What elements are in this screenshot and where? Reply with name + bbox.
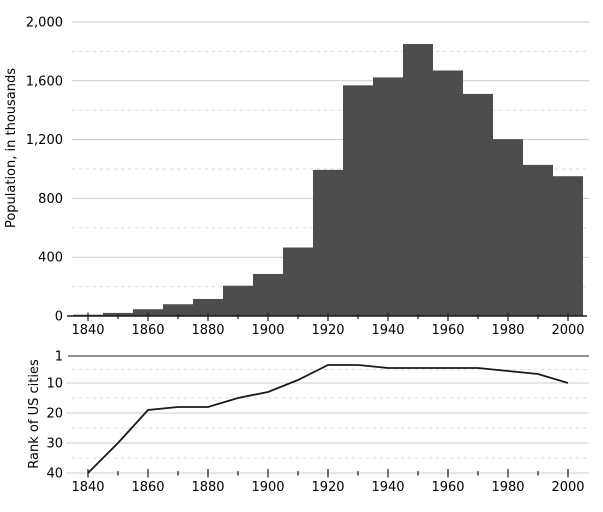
y-tick-label-1: 1	[55, 350, 63, 365]
rank-line-series	[87, 364, 569, 474]
bar-1880	[193, 298, 223, 316]
x-tick-label-1920: 1920	[311, 323, 344, 338]
population-bars	[73, 44, 583, 317]
population-y-axis-title: Population, in thousands	[4, 68, 19, 228]
x-tick-label-1880: 1880	[191, 323, 224, 338]
x-tick-label-1900: 1900	[251, 480, 284, 495]
y-tick-label-1600: 1,600	[26, 74, 63, 89]
x-tick-label-1860: 1860	[131, 480, 164, 495]
bar-1970	[463, 93, 493, 317]
x-tick-label-1840: 1840	[71, 480, 104, 495]
x-tick-label-1960: 1960	[431, 480, 464, 495]
y-tick-label-1200: 1,200	[26, 133, 63, 148]
y-tick-label-20: 20	[46, 407, 63, 422]
population-gridlines	[72, 21, 589, 288]
y-tick-label-30: 30	[46, 437, 63, 452]
x-tick-label-1980: 1980	[491, 480, 524, 495]
y-tick-label-400: 400	[38, 251, 63, 266]
y-tick-label-800: 800	[38, 192, 63, 207]
y-tick-label-10: 10	[46, 377, 63, 392]
x-tick-label-1860: 1860	[131, 323, 164, 338]
bar-1870	[163, 304, 193, 316]
x-tick-label-1980: 1980	[491, 323, 524, 338]
bar-1900	[253, 273, 283, 316]
rank-gridlines	[66, 355, 589, 474]
population-x-axis	[67, 312, 587, 321]
y-tick-label-40: 40	[46, 467, 63, 482]
x-tick-label-1880: 1880	[191, 480, 224, 495]
bar-1950	[403, 44, 433, 317]
bar-1960	[433, 70, 463, 316]
x-tick-label-1940: 1940	[371, 323, 404, 338]
rank-tick-labels: 1840 1860 1880 1900 1920 1940 1960 1980 2000 1 10 2…	[46, 350, 584, 496]
bar-1890	[223, 285, 253, 316]
bar-1910	[283, 247, 313, 316]
x-tick-label-1840: 1840	[71, 323, 104, 338]
y-tick-label-0: 0	[55, 310, 63, 325]
x-tick-label-1900: 1900	[251, 323, 284, 338]
rank-y-axis-title: Rank of US cities	[27, 359, 42, 469]
bar-1990	[523, 164, 553, 316]
bar-1920	[313, 169, 343, 316]
population-tick-labels: 1840 1860 1880 1900 1920 1940 1960 1980 2000 0 400…	[26, 16, 585, 339]
rank-x-axis	[87, 469, 569, 478]
bar-2000	[553, 176, 583, 316]
x-tick-label-1940: 1940	[371, 480, 404, 495]
x-tick-label-2000: 2000	[551, 480, 584, 495]
y-tick-label-2000: 2,000	[26, 16, 63, 31]
x-tick-label-2000: 2000	[551, 323, 584, 338]
bar-1980	[493, 139, 523, 316]
x-tick-label-1960: 1960	[431, 323, 464, 338]
x-tick-label-1920: 1920	[311, 480, 344, 495]
bar-1940	[373, 77, 403, 316]
rank-line-path	[87, 364, 569, 474]
bar-1930	[343, 85, 373, 317]
